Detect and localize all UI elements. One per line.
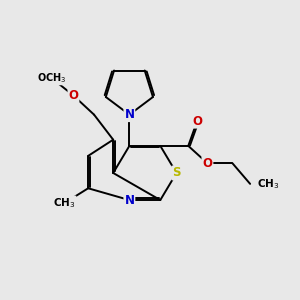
Text: N: N [124, 108, 134, 121]
Text: CH$_3$: CH$_3$ [53, 196, 76, 210]
Text: O: O [202, 157, 212, 170]
Text: O: O [192, 115, 202, 128]
Text: OCH$_3$: OCH$_3$ [37, 71, 66, 85]
Text: CH$_3$: CH$_3$ [257, 177, 280, 191]
Text: O: O [68, 89, 78, 102]
Text: S: S [172, 167, 181, 179]
Text: N: N [124, 194, 134, 207]
